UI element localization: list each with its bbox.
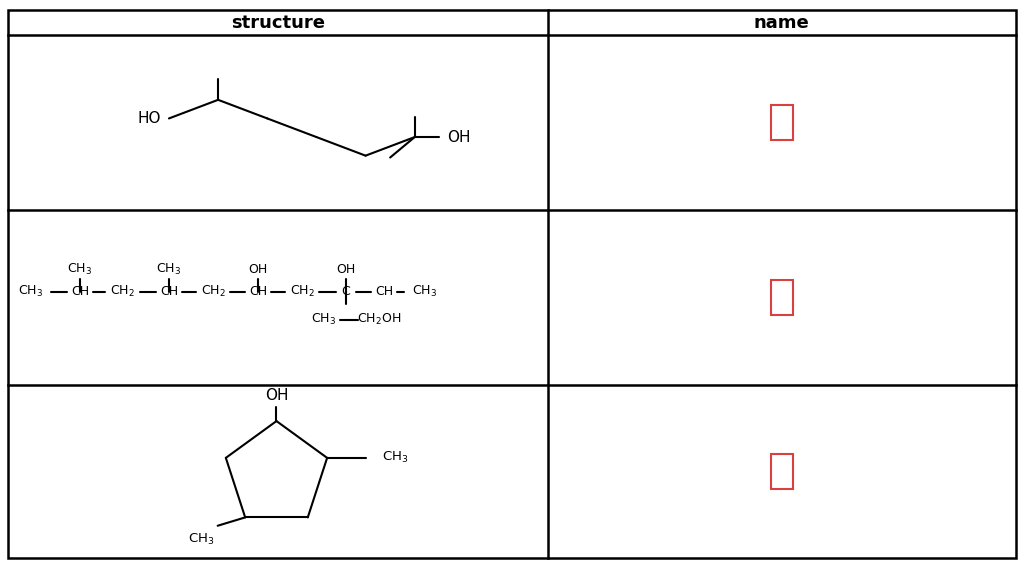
Text: CH$_3$: CH$_3$ xyxy=(382,450,409,465)
Text: CH$_3$: CH$_3$ xyxy=(311,312,336,327)
Text: CH$_2$: CH$_2$ xyxy=(111,284,135,299)
Text: CH: CH xyxy=(160,285,178,298)
Text: OH: OH xyxy=(265,387,288,403)
Text: CH$_2$: CH$_2$ xyxy=(290,284,314,299)
Text: CH$_3$: CH$_3$ xyxy=(68,262,92,276)
Text: CH: CH xyxy=(71,285,89,298)
Text: structure: structure xyxy=(231,14,325,32)
Text: CH: CH xyxy=(375,285,393,298)
Text: OH: OH xyxy=(249,262,267,276)
Bar xyxy=(771,280,794,315)
Text: CH: CH xyxy=(249,285,267,298)
Text: CH$_3$: CH$_3$ xyxy=(413,284,437,299)
Text: HO: HO xyxy=(137,111,161,126)
Text: CH$_2$OH: CH$_2$OH xyxy=(356,312,401,327)
Text: CH$_3$: CH$_3$ xyxy=(18,284,43,299)
Text: name: name xyxy=(754,14,810,32)
Text: C: C xyxy=(342,285,350,298)
Text: OH: OH xyxy=(337,262,355,276)
Text: CH$_3$: CH$_3$ xyxy=(188,532,214,548)
Text: OH: OH xyxy=(447,130,471,144)
Bar xyxy=(771,105,794,140)
Text: CH$_2$: CH$_2$ xyxy=(201,284,225,299)
Text: CH$_3$: CH$_3$ xyxy=(157,262,181,276)
Bar xyxy=(771,454,794,489)
